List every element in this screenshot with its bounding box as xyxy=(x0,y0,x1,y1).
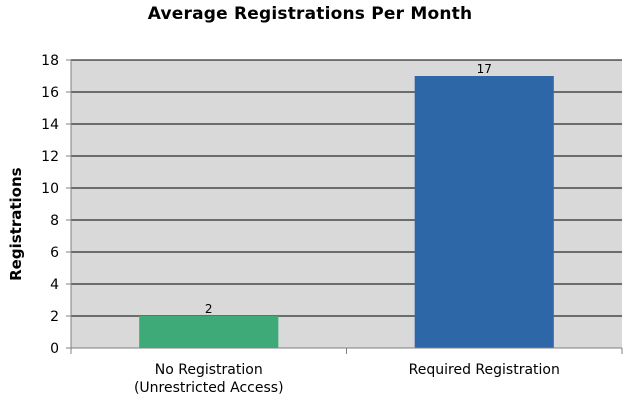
bars xyxy=(139,76,554,348)
x-tick-label-line: (Unrestricted Access) xyxy=(134,380,284,396)
data-labels: 2 17 xyxy=(205,62,492,316)
y-tick-label: 12 xyxy=(41,149,59,165)
y-tick-labels: 0 2 4 6 8 10 12 14 16 18 xyxy=(41,53,59,357)
y-tick-label: 14 xyxy=(41,117,59,133)
y-tick-label: 6 xyxy=(50,245,59,261)
bar xyxy=(139,316,279,348)
x-tick-labels: No Registration (Unrestricted Access) Requ… xyxy=(134,362,560,396)
y-tick-label: 10 xyxy=(41,181,59,197)
x-tick-label: Required Registration xyxy=(409,362,560,378)
y-tick-label: 18 xyxy=(41,53,59,69)
y-tick-label: 16 xyxy=(41,85,59,101)
chart-title: Average Registrations Per Month xyxy=(147,4,473,24)
x-tick-label-line: No Registration xyxy=(155,362,263,378)
bar xyxy=(414,76,554,348)
y-axis-label: Registrations xyxy=(7,167,25,281)
x-tick-label: No Registration (Unrestricted Access) xyxy=(134,362,284,396)
y-tick-label: 4 xyxy=(50,277,59,293)
axes xyxy=(66,59,623,354)
data-label: 17 xyxy=(477,62,492,76)
x-tick-label-line: Required Registration xyxy=(409,362,560,378)
y-tick-label: 8 xyxy=(50,213,59,229)
y-tick-label: 2 xyxy=(50,309,59,325)
data-label: 2 xyxy=(205,302,213,316)
y-tick-label: 0 xyxy=(50,341,59,357)
